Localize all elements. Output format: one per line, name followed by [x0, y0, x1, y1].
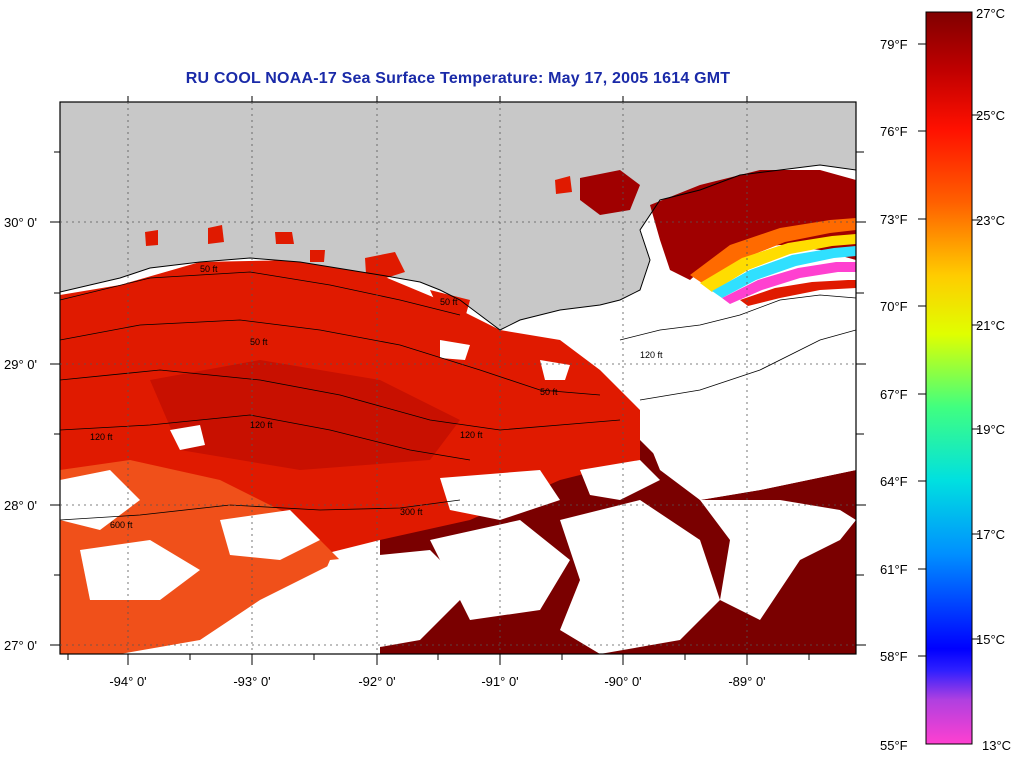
lon-label: -94° 0'	[109, 674, 146, 689]
fahrenheit-labels: 79°F 76°F 73°F 70°F 67°F 64°F 61°F 58°F …	[880, 37, 908, 753]
contour-label: 50 ft	[250, 337, 268, 347]
depth-contours	[60, 271, 856, 521]
sst-plume-band	[690, 218, 856, 306]
graticule	[60, 102, 856, 654]
f-label: 64°F	[880, 474, 908, 489]
f-label: 58°F	[880, 649, 908, 664]
celsius-labels: 27°C 25°C 23°C 21°C 19°C 17°C 15°C 13°C	[976, 6, 1011, 753]
c-label: 25°C	[976, 108, 1005, 123]
f-label: 61°F	[880, 562, 908, 577]
contour-label: 50 ft	[440, 297, 458, 307]
contour-label: 120 ft	[90, 432, 113, 442]
contour-label: 600 ft	[110, 520, 133, 530]
coastline	[60, 164, 856, 331]
map-border	[59, 101, 857, 655]
c-label: 13°C	[982, 738, 1011, 753]
axis-ticks	[50, 96, 866, 665]
inland-water	[145, 176, 572, 318]
longitude-labels: -94° 0' -93° 0' -92° 0' -91° 0' -90° 0' …	[109, 674, 765, 689]
c-label: 17°C	[976, 527, 1005, 542]
contour-label: 120 ft	[460, 430, 483, 440]
contour-label: 50 ft	[200, 264, 218, 274]
f-label: 67°F	[880, 387, 908, 402]
land-mass	[60, 102, 856, 330]
sst-sound-water	[580, 170, 640, 215]
sst-darker-patch	[150, 360, 460, 470]
colorbar	[925, 11, 973, 745]
contour-label: 50 ft	[540, 387, 558, 397]
c-label: 27°C	[976, 6, 1005, 21]
lat-label: 30° 0'	[4, 215, 37, 230]
f-label: 76°F	[880, 124, 908, 139]
f-label: 79°F	[880, 37, 908, 52]
map-title: RU COOL NOAA-17 Sea Surface Temperature:…	[185, 70, 731, 87]
contour-label: 300 ft	[400, 507, 423, 517]
lon-label: -90° 0'	[604, 674, 641, 689]
c-label: 23°C	[976, 213, 1005, 228]
c-label: 21°C	[976, 318, 1005, 333]
cloud-mask	[60, 280, 856, 654]
lat-label: 27° 0'	[4, 638, 37, 653]
lat-label: 29° 0'	[4, 357, 37, 372]
f-label: 55°F	[880, 738, 908, 753]
lon-label: -92° 0'	[358, 674, 395, 689]
lon-label: -91° 0'	[481, 674, 518, 689]
latitude-labels: 30° 0' 29° 0' 28° 0' 27° 0'	[4, 215, 37, 653]
f-label: 70°F	[880, 299, 908, 314]
contour-label: 120 ft	[640, 350, 663, 360]
sst-orange-patch	[60, 460, 340, 654]
c-label: 15°C	[976, 632, 1005, 647]
f-label: 73°F	[880, 212, 908, 227]
contour-label: 120 ft	[250, 420, 273, 430]
sst-east-water	[650, 170, 856, 280]
lat-label: 28° 0'	[4, 498, 37, 513]
lon-label: -89° 0'	[728, 674, 765, 689]
lon-label: -93° 0'	[233, 674, 270, 689]
contour-label-group: 50 ft 50 ft 50 ft 120 ft 120 ft 120 ft 3…	[90, 264, 663, 530]
c-label: 19°C	[976, 422, 1005, 437]
colorbar-ticks	[918, 43, 980, 657]
